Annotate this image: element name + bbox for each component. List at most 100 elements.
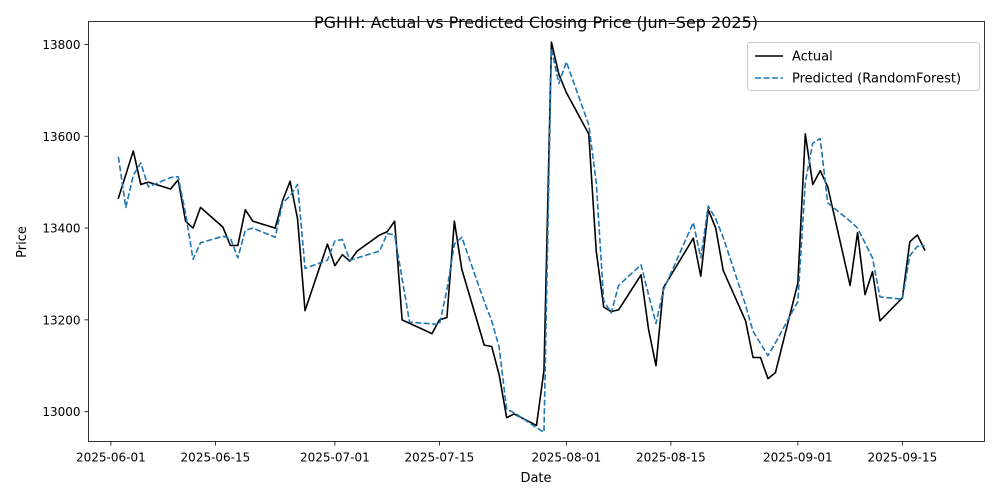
data-point-predicted <box>356 257 359 260</box>
data-point-predicted <box>879 296 882 299</box>
data-point-predicted <box>326 259 329 262</box>
data-point-predicted <box>386 232 389 235</box>
x-tick-label: 2025-07-01 <box>300 451 370 465</box>
x-axis-label: Date <box>520 471 551 486</box>
data-point-predicted <box>602 299 605 302</box>
data-point-predicted <box>490 319 493 322</box>
data-point-predicted <box>774 342 777 345</box>
data-point-actual <box>341 253 344 256</box>
data-point-actual <box>490 345 493 348</box>
data-point-actual <box>222 226 225 229</box>
data-point-actual <box>617 308 620 311</box>
data-point-predicted <box>296 183 299 186</box>
data-point-predicted <box>222 235 225 238</box>
data-point-actual <box>558 73 561 76</box>
data-point-actual <box>498 374 501 377</box>
data-point-predicted <box>177 175 180 178</box>
data-point-actual <box>274 227 277 230</box>
data-point-predicted <box>819 137 822 140</box>
data-point-predicted <box>483 300 486 303</box>
data-point-predicted <box>438 323 441 326</box>
x-axis: 2025-06-01 2025-06-15 2025-07-01 2025-07-15… <box>76 441 937 465</box>
data-point-actual <box>169 188 172 191</box>
data-point-predicted <box>811 142 814 145</box>
data-point-actual <box>923 249 926 252</box>
data-point-actual <box>714 227 717 230</box>
data-point-predicted <box>535 426 538 429</box>
chart-title: PGHH: Actual vs Predicted Closing Price … <box>314 13 758 32</box>
data-point-actual <box>237 244 240 247</box>
data-point-predicted <box>610 312 613 315</box>
data-point-actual <box>864 293 867 296</box>
data-point-actual <box>461 268 464 271</box>
data-point-actual <box>909 241 912 244</box>
data-point-actual <box>229 244 232 247</box>
data-point-actual <box>281 199 284 202</box>
data-point-actual <box>797 282 800 285</box>
x-tick-label: 2025-06-15 <box>181 451 251 465</box>
data-point-actual <box>849 284 852 287</box>
data-point-actual <box>199 206 202 209</box>
data-point-predicted <box>558 82 561 85</box>
y-tick-label: 13000 <box>42 405 80 419</box>
data-point-actual <box>431 332 434 335</box>
data-point-actual <box>811 183 814 186</box>
data-point-actual <box>565 91 568 94</box>
legend-label-actual: Actual <box>792 50 833 65</box>
data-point-predicted <box>595 181 598 184</box>
x-tick-label: 2025-08-01 <box>531 451 601 465</box>
data-point-predicted <box>699 257 702 260</box>
data-point-predicted <box>192 258 195 261</box>
data-point-actual <box>244 208 247 211</box>
x-tick-label: 2025-06-01 <box>76 451 146 465</box>
data-point-predicted <box>640 263 643 266</box>
data-point-actual <box>699 275 702 278</box>
data-point-predicted <box>513 411 516 414</box>
data-point-actual <box>722 269 725 272</box>
y-tick-label: 13600 <box>42 130 80 144</box>
data-point-predicted <box>378 250 381 253</box>
data-point-predicted <box>587 123 590 126</box>
data-point-actual <box>595 250 598 253</box>
data-point-actual <box>602 306 605 309</box>
data-point-actual <box>774 371 777 374</box>
x-tick-label: 2025-09-15 <box>867 451 937 465</box>
data-point-predicted <box>393 234 396 237</box>
data-point-predicted <box>849 220 852 223</box>
data-point-predicted <box>125 206 128 209</box>
data-point-predicted <box>565 61 568 64</box>
data-point-predicted <box>505 408 508 411</box>
data-point-predicted <box>744 304 747 307</box>
data-point-actual <box>856 231 859 234</box>
data-point-actual <box>356 250 359 253</box>
data-point-predicted <box>132 174 135 177</box>
legend-label-predicted: Predicted (RandomForest) <box>792 72 961 87</box>
data-point-predicted <box>147 185 150 188</box>
data-point-predicted <box>923 244 926 247</box>
data-point-actual <box>759 356 762 359</box>
data-point-actual <box>296 218 299 221</box>
y-tick-label: 13400 <box>42 222 80 236</box>
data-point-actual <box>826 185 829 188</box>
data-point-actual <box>289 180 292 183</box>
x-tick-label: 2025-08-15 <box>636 451 706 465</box>
data-point-predicted <box>446 289 449 292</box>
data-point-actual <box>655 364 658 367</box>
data-point-predicted <box>692 221 695 224</box>
y-tick-label: 13800 <box>42 38 80 52</box>
y-axis-label: Price <box>15 226 30 258</box>
data-point-actual <box>550 41 553 44</box>
data-point-actual <box>505 416 508 419</box>
data-point-predicted <box>856 227 859 230</box>
data-point-predicted <box>909 254 912 257</box>
data-point-actual <box>401 319 404 322</box>
data-point-predicted <box>550 48 553 51</box>
data-point-actual <box>752 356 755 359</box>
y-tick-label: 13200 <box>42 313 80 327</box>
data-point-predicted <box>916 245 919 248</box>
plot-area <box>117 41 926 434</box>
x-tick-label: 2025-09-01 <box>763 451 833 465</box>
data-point-predicted <box>408 321 411 324</box>
series-line-predicted <box>117 48 925 434</box>
